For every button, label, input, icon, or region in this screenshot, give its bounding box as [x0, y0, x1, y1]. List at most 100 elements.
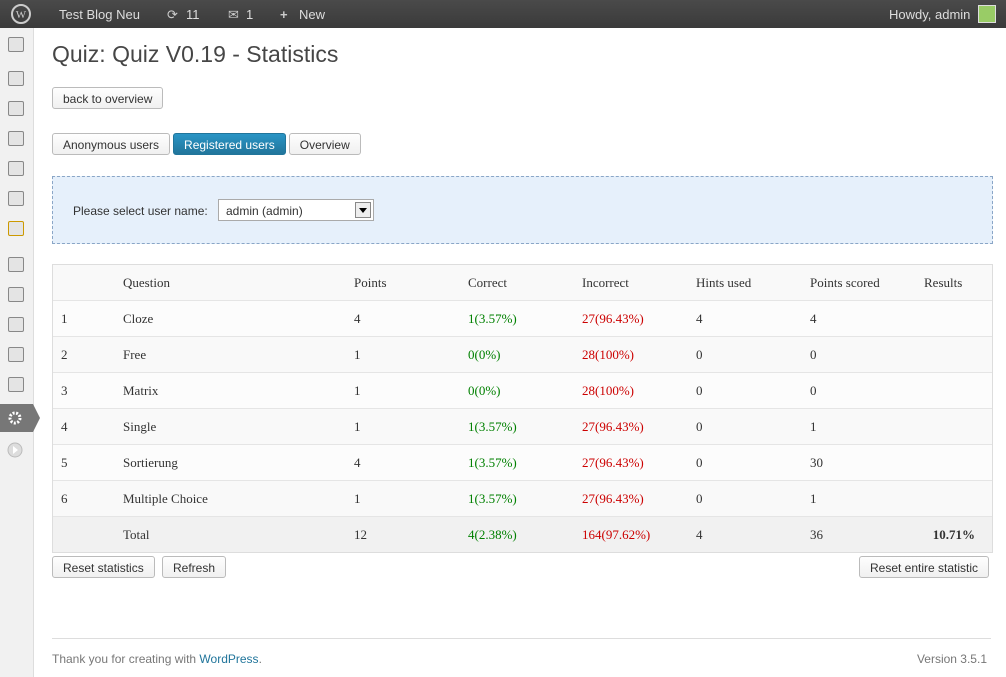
menu-icon[interactable] [8, 347, 24, 362]
table-cell: 27(96.43%) [582, 455, 644, 470]
comments-count[interactable]: 1 [246, 7, 254, 22]
table-row: 3 Matrix 1 0(0%) 28(100%) 0 0 [53, 372, 992, 408]
table-cell: 4 [696, 311, 703, 326]
table-row: 5 Sortierung 4 1(3.57%) 27(96.43%) 0 30 [53, 444, 992, 480]
refresh-button[interactable]: Refresh [162, 556, 227, 578]
back-button[interactable]: back to overview [52, 87, 164, 109]
footer-version: Version 3.5.1 [916, 652, 987, 666]
table-cell: 27(96.43%) [582, 311, 644, 326]
howdy[interactable]: Howdy, admin [889, 7, 971, 22]
table-cell: 6 [61, 491, 68, 506]
table-cell: 1(3.57%) [468, 311, 517, 326]
table-cell: 28(100%) [582, 383, 634, 398]
table-cell: 0(0%) [468, 347, 501, 362]
table-cell: Multiple Choice [123, 491, 208, 506]
table-cell: Cloze [123, 311, 154, 326]
menu-active[interactable] [0, 404, 33, 432]
table-cell: 3 [61, 383, 68, 398]
header-cell: Points [354, 275, 387, 290]
wp-logo[interactable]: W [11, 4, 31, 24]
admin-bar: W Test Blog Neu ⟳ 11 ✉ 1 + New Howdy, ad… [0, 0, 1006, 28]
footer-link[interactable]: WordPress [199, 652, 259, 666]
select-value: admin (admin) [226, 204, 303, 218]
avatar[interactable] [978, 5, 996, 23]
table-cell: 1(3.57%) [468, 419, 517, 434]
tab[interactable]: Anonymous users [52, 133, 171, 155]
updates-count[interactable]: 11 [186, 7, 200, 22]
new-link[interactable]: New [299, 7, 326, 22]
site-name[interactable]: Test Blog Neu [59, 7, 140, 22]
menu-icon[interactable] [8, 191, 24, 206]
total-cell: 164(97.62%) [582, 527, 651, 542]
total-cell: 10.71% [932, 527, 975, 542]
header-cell: Question [123, 275, 170, 290]
table-cell: 2 [61, 347, 68, 362]
table-cell: 0 [696, 491, 703, 506]
table-cell: 0(0%) [468, 383, 501, 398]
admin-menu [0, 28, 40, 677]
table-cell: Single [123, 419, 157, 434]
statistics-table: Question Points Correct Incorrect Hints used… [52, 264, 993, 553]
menu-icon[interactable] [8, 377, 24, 392]
table-row: 2 Free 1 0(0%) 28(100%) 0 0 [53, 336, 992, 372]
table-cell: Sortierung [123, 455, 178, 470]
select-label: Please select user name: [73, 204, 208, 218]
header-cell: Points scored [810, 275, 880, 290]
menu-icon[interactable] [8, 287, 24, 302]
user-select-box: Please select user name: admin (admin) [52, 176, 993, 244]
tab[interactable]: Registered users [173, 133, 286, 155]
table-cell: 0 [696, 347, 703, 362]
table-cell: 5 [61, 455, 68, 470]
table-cell: 1(3.57%) [468, 491, 517, 506]
table-cell: 4 [810, 311, 817, 326]
menu-icon[interactable] [8, 71, 24, 86]
header-cell: Correct [468, 275, 507, 290]
user-select[interactable]: admin (admin) [218, 199, 374, 221]
header-cell: Hints used [696, 275, 752, 290]
table-cell: 4 [354, 455, 361, 470]
header-cell: Incorrect [582, 275, 629, 290]
table-cell: 0 [810, 383, 817, 398]
footer-thanks: Thank you for creating with [52, 652, 197, 666]
table-cell: 0 [696, 383, 703, 398]
table-cell: 27(96.43%) [582, 419, 644, 434]
table-cell: 1 [61, 311, 68, 326]
collapse-icon[interactable] [6, 441, 24, 459]
total-cell: Total [123, 527, 150, 542]
total-cell: 12 [354, 527, 367, 542]
menu-arrow [33, 404, 40, 432]
new-icon: + [280, 7, 288, 22]
menu-icon[interactable] [8, 221, 24, 236]
menu-icon[interactable] [8, 257, 24, 272]
total-cell: 36 [810, 527, 823, 542]
total-cell: 4 [696, 527, 703, 542]
table-row: 6 Multiple Choice 1 1(3.57%) 27(96.43%) 0 1 [53, 480, 992, 516]
table-cell: 1 [810, 491, 817, 506]
menu-icon[interactable] [8, 131, 24, 146]
menu-icon[interactable] [8, 161, 24, 176]
table-row: 1 Cloze 4 1(3.57%) 27(96.43%) 4 4 [53, 300, 992, 336]
table-cell: Free [123, 347, 147, 362]
reset-all-button[interactable]: Reset entire statistic [859, 556, 990, 578]
table-cell: Matrix [123, 383, 159, 398]
menu-icon[interactable] [8, 101, 24, 116]
table-row: 4 Single 1 1(3.57%) 27(96.43%) 0 1 [53, 408, 992, 444]
page-title: Quiz: Quiz V0.19 - Statistics [52, 41, 339, 67]
table-cell: 1(3.57%) [468, 455, 517, 470]
total-row: Total 12 4(2.38%) 164(97.62%) 4 36 10.71% [53, 516, 992, 552]
header-cell: Results [924, 275, 963, 290]
table-cell: 30 [810, 455, 823, 470]
table-cell: 1 [354, 383, 361, 398]
menu-icon[interactable] [8, 317, 24, 332]
table-cell: 1 [354, 347, 361, 362]
tab[interactable]: Overview [288, 133, 361, 155]
comments-icon: ✉ [228, 7, 239, 22]
table-cell: 4 [61, 419, 68, 434]
total-cell: 4(2.38%) [468, 527, 517, 542]
settings-icon [8, 411, 22, 425]
reset-button[interactable]: Reset statistics [52, 556, 155, 578]
footer-rule [52, 638, 991, 639]
updates-icon: ⟳ [167, 7, 178, 22]
menu-icon[interactable] [8, 37, 24, 52]
